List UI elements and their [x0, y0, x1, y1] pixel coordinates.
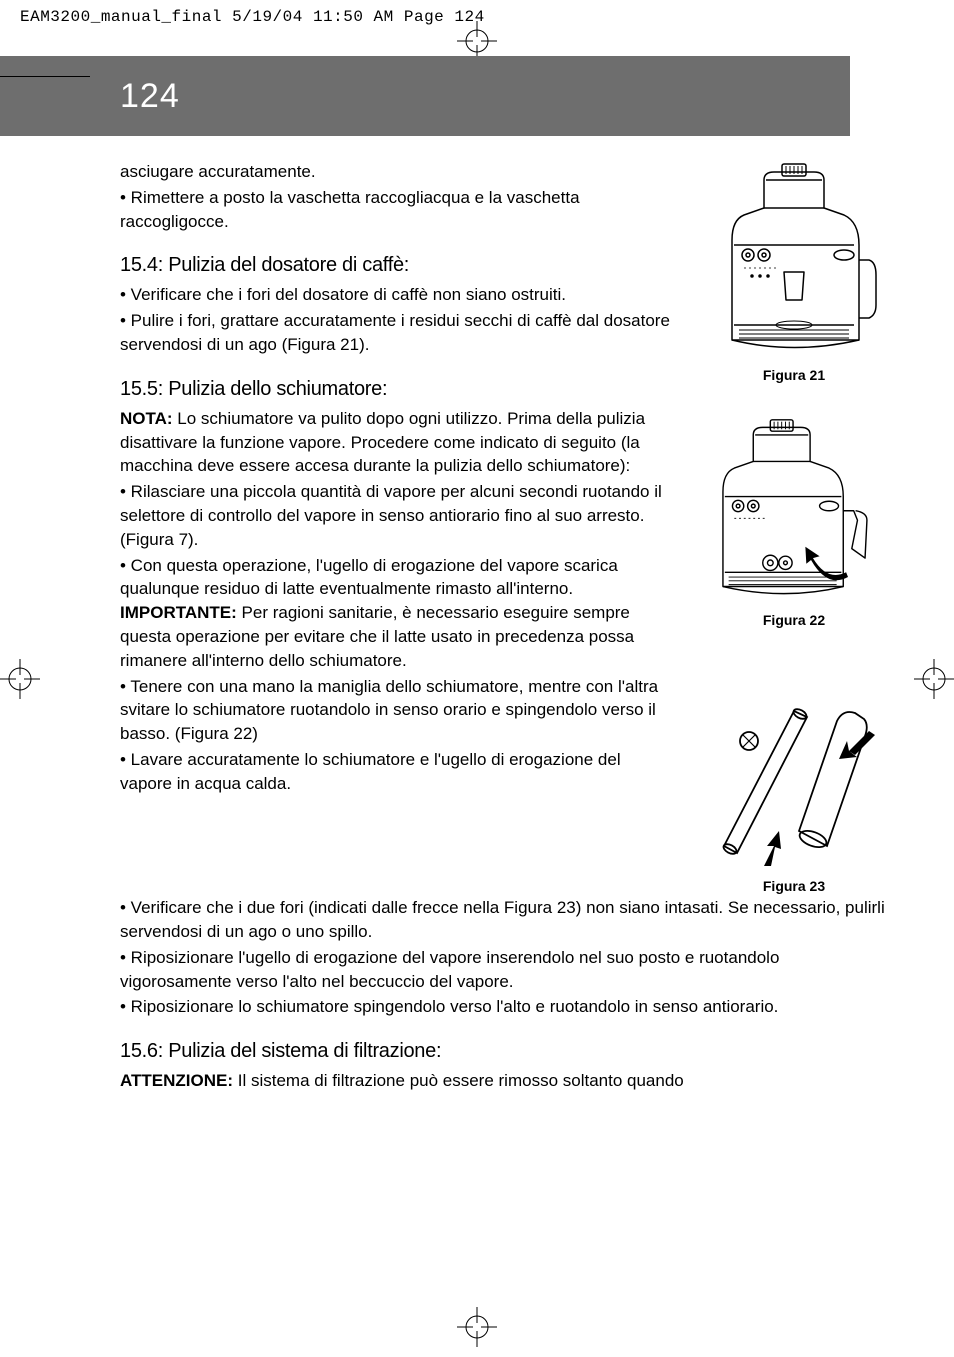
page-number: 124 — [120, 77, 180, 116]
body-text: • Verificare che i due fori (indicati da… — [120, 896, 894, 944]
section-heading: 15.6: Pulizia del sistema di filtrazione… — [120, 1037, 894, 1065]
figure-23: Figura 23 — [709, 681, 879, 897]
steam-wand-illustration — [709, 681, 879, 871]
body-text: • Tenere con una mano la maniglia dello … — [120, 675, 670, 746]
body-text: Lo schiumatore va pulito dopo ogni utili… — [120, 409, 645, 476]
importante-label: IMPORTANTE: — [120, 603, 237, 622]
section-heading: 15.4: Pulizia del dosatore di caffè: — [120, 251, 670, 279]
coffee-machine-illustration — [704, 416, 884, 605]
body-text: • Rilasciare una piccola quantità di vap… — [120, 480, 670, 551]
coffee-machine-illustration — [704, 160, 884, 360]
body-text: asciugare accuratamente. — [120, 160, 670, 184]
text-column: asciugare accuratamente. • Rimettere a p… — [120, 160, 670, 798]
body-text: • Con questa operazione, l'ugello di ero… — [120, 556, 618, 599]
arrow-icon — [839, 731, 875, 759]
body-text: • Riposizionare l'ugello di erogazione d… — [120, 946, 894, 994]
body-text: • Verificare che i fori del dosatore di … — [120, 283, 670, 307]
nota-label: NOTA: — [120, 409, 173, 428]
figure-caption: Figura 22 — [763, 611, 825, 631]
page-content: asciugare accuratamente. • Rimettere a p… — [0, 136, 954, 1115]
section-heading: 15.5: Pulizia dello schiumatore: — [120, 375, 670, 403]
body-text: NOTA: Lo schiumatore va pulito dopo ogni… — [120, 407, 670, 478]
body-text: • Pulire i fori, grattare accuratamente … — [120, 309, 670, 357]
body-text: ATTENZIONE: Il sistema di filtrazione pu… — [120, 1069, 894, 1093]
crop-mark-top — [0, 26, 954, 56]
body-text: • Riposizionare lo schiumatore spingendo… — [120, 995, 894, 1019]
figure-column: Figura 21 — [694, 160, 894, 896]
figure-caption: Figura 23 — [763, 877, 825, 897]
body-text: • Con questa operazione, l'ugello di ero… — [120, 554, 670, 673]
figure-22: Figura 22 — [704, 416, 884, 631]
arrow-icon — [764, 831, 781, 866]
body-text: Il sistema di filtrazione può essere rim… — [233, 1071, 684, 1090]
body-text: • Rimettere a posto la vaschetta raccogl… — [120, 186, 670, 234]
arrow-icon — [805, 546, 848, 580]
page-header-band: 124 — [0, 56, 850, 136]
figure-21: Figura 21 — [704, 160, 884, 386]
figure-caption: Figura 21 — [763, 366, 825, 386]
attenzione-label: ATTENZIONE: — [120, 1071, 233, 1090]
body-text: • Lavare accuratamente lo schiumatore e … — [120, 748, 670, 796]
crop-mark-bottom — [0, 1307, 954, 1347]
